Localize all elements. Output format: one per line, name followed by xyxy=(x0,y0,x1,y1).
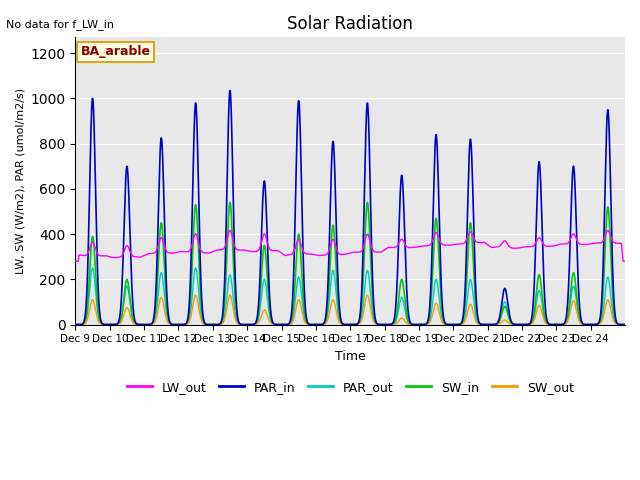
Title: Solar Radiation: Solar Radiation xyxy=(287,15,413,33)
X-axis label: Time: Time xyxy=(335,350,365,363)
Text: No data for f_LW_in: No data for f_LW_in xyxy=(6,19,115,30)
Text: BA_arable: BA_arable xyxy=(81,46,150,59)
Legend: LW_out, PAR_in, PAR_out, SW_in, SW_out: LW_out, PAR_in, PAR_out, SW_in, SW_out xyxy=(122,376,579,399)
Y-axis label: LW, SW (W/m2), PAR (umol/m2/s): LW, SW (W/m2), PAR (umol/m2/s) xyxy=(15,88,25,274)
